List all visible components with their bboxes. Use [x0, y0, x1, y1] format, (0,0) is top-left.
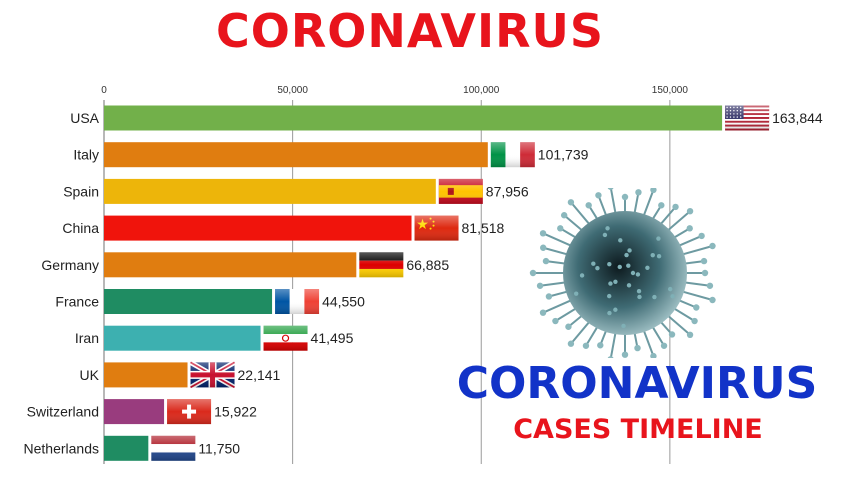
category-label: UK: [80, 367, 100, 383]
usa-flag-icon: [725, 105, 770, 131]
value-label: 15,922: [214, 404, 257, 420]
category-label: France: [55, 294, 99, 310]
value-label: 87,956: [486, 183, 529, 199]
category-label: Italy: [73, 147, 99, 163]
value-label: 11,750: [198, 440, 240, 456]
x-tick-label: 100,000: [463, 85, 500, 96]
page-title: CORONAVIRUS: [216, 4, 604, 58]
france-flag-icon: [275, 289, 320, 314]
value-label: 101,739: [538, 147, 589, 163]
promo-title: CORONAVIRUS: [456, 358, 818, 409]
x-tick-label: 150,000: [652, 85, 689, 96]
category-label: Switzerland: [27, 404, 99, 420]
category-label: USA: [70, 110, 99, 126]
bar-iran: [104, 325, 261, 351]
switzerland-flag-icon: [167, 399, 212, 425]
value-label: 41,495: [311, 330, 354, 346]
value-label: 163,844: [772, 110, 823, 126]
category-label: China: [62, 220, 99, 236]
italy-flag-icon: [490, 142, 535, 168]
category-label: Iran: [75, 330, 99, 346]
netherlands-flag-icon: [151, 435, 196, 461]
category-label: Netherlands: [24, 440, 100, 456]
value-label: 66,885: [406, 257, 449, 273]
bar-italy: [104, 142, 488, 168]
x-tick-label: 0: [101, 85, 107, 96]
uk-flag-icon: [189, 360, 236, 390]
x-tick-label: 50,000: [277, 85, 308, 96]
value-label: 22,141: [238, 367, 281, 383]
bar-uk: [104, 362, 188, 388]
bar-germany: [104, 252, 357, 278]
coronavirus-illustration: [529, 188, 716, 358]
bar-spain: [104, 178, 436, 204]
category-label: Spain: [63, 183, 99, 199]
value-label: 44,550: [322, 294, 365, 310]
china-flag-icon: [414, 215, 459, 241]
category-label: Germany: [41, 257, 99, 273]
bar-netherlands: [104, 435, 149, 461]
promo-subtitle: CASES TIMELINE: [513, 414, 763, 445]
value-label: 81,518: [462, 220, 505, 236]
bar-switzerland: [104, 399, 165, 425]
spain-flag-icon: [438, 178, 483, 204]
bar-china: [104, 215, 412, 241]
bar-usa: [104, 105, 723, 131]
iran-flag-icon: [263, 325, 308, 351]
germany-flag-icon: [359, 252, 404, 278]
bar-france: [104, 289, 273, 314]
